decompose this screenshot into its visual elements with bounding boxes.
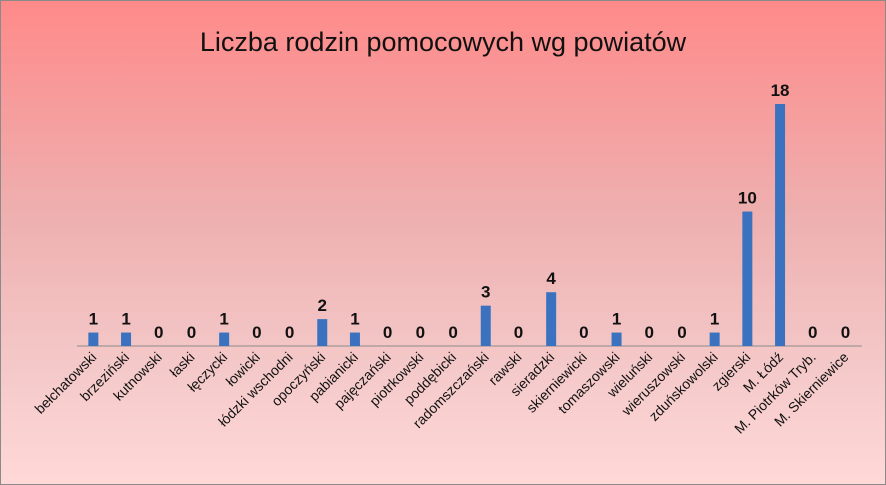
bar: [88, 332, 99, 346]
data-label: 10: [738, 189, 757, 208]
data-label: 1: [350, 310, 359, 329]
data-label: 2: [318, 296, 327, 315]
bar: [349, 332, 360, 346]
data-label: 1: [710, 310, 719, 329]
data-label: 0: [448, 323, 457, 342]
bar: [709, 332, 720, 346]
data-label: 0: [514, 323, 523, 342]
data-label: 0: [383, 323, 392, 342]
bar: [317, 319, 328, 346]
data-label: 0: [841, 323, 850, 342]
bar: [775, 104, 786, 346]
data-label: 0: [808, 323, 817, 342]
data-label: 1: [89, 310, 98, 329]
data-label: 1: [121, 310, 130, 329]
bar: [546, 292, 557, 346]
data-label: 3: [481, 283, 490, 302]
data-label: 0: [285, 323, 294, 342]
bar: [219, 332, 230, 346]
data-label: 0: [416, 323, 425, 342]
data-label: 4: [546, 269, 556, 288]
bar: [121, 332, 132, 346]
data-label: 0: [579, 323, 588, 342]
data-label: 0: [252, 323, 261, 342]
bar: [742, 211, 753, 346]
bar: [611, 332, 622, 346]
bar: [480, 305, 491, 346]
data-label: 0: [677, 323, 686, 342]
data-label: 0: [187, 323, 196, 342]
data-label: 0: [154, 323, 163, 342]
data-label: 18: [771, 81, 790, 100]
data-label: 1: [612, 310, 621, 329]
data-label: 1: [219, 310, 228, 329]
data-label: 0: [645, 323, 654, 342]
chart-title: Liczba rodzin pomocowych wg powiatów: [199, 27, 687, 57]
